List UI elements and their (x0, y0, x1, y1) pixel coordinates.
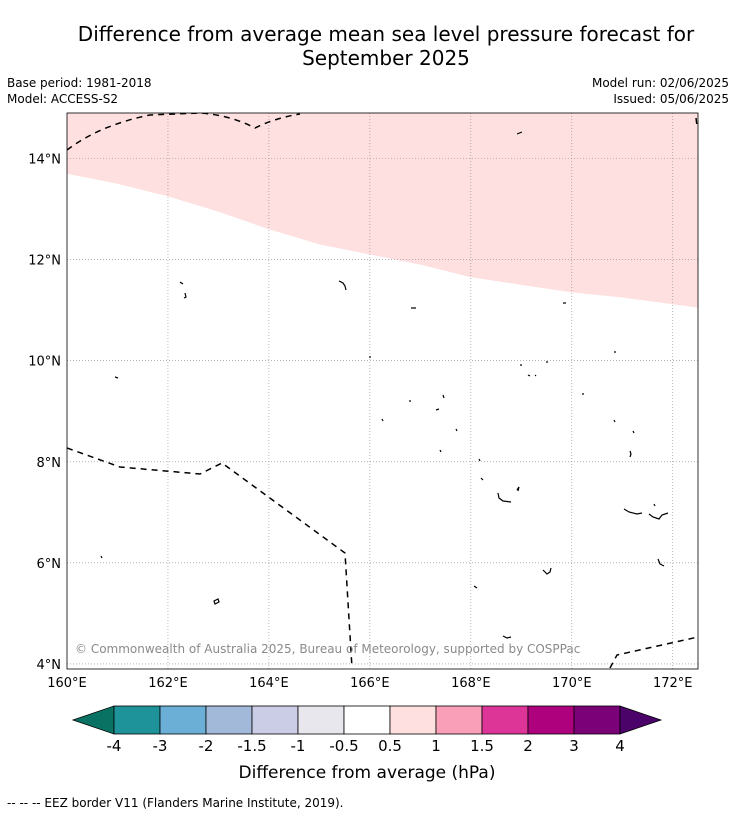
island (442, 394, 445, 399)
colorbar-segment (389, 705, 437, 735)
island (527, 374, 537, 377)
plot-frame (66, 112, 699, 670)
island (542, 567, 552, 575)
base-period: Base period: 1981-2018 (7, 76, 152, 90)
colorbar-label: -3 (153, 737, 168, 755)
island (480, 477, 484, 481)
lat-tick-label: 14°N (28, 152, 61, 167)
island (497, 492, 512, 503)
colorbar-label: -0.5 (329, 737, 358, 755)
lon-tick-label: 164°E (249, 676, 289, 691)
colorbar-segment (343, 705, 391, 735)
lat-tick-label: 6°N (37, 557, 62, 572)
colorbar-extend-low (71, 705, 115, 735)
islands (100, 131, 669, 639)
colorbar-label: -2 (199, 737, 214, 755)
island (381, 418, 384, 422)
island (473, 585, 478, 589)
colorbar-label: 0.5 (378, 737, 402, 755)
model-name: Model: ACCESS-S2 (7, 92, 119, 106)
colorbar-label: -4 (107, 737, 122, 755)
colorbar-label: -1.5 (237, 737, 266, 755)
lat-tick-label: 4°N (37, 658, 62, 673)
lon-tick-label: 162°E (148, 676, 188, 691)
axis-tick-labels: 160°E 162°E 164°E 166°E 168°E 170°E 172°E 4°N 6°… (28, 152, 692, 691)
colorbar-segment (113, 705, 161, 735)
island (516, 486, 520, 492)
island (100, 555, 103, 559)
island (632, 430, 635, 434)
lon-tick-label: 170°E (552, 676, 592, 691)
colorbar-label: 3 (569, 737, 579, 755)
copyright-notice: © Commonwealth of Australia 2025, Bureau… (75, 642, 580, 656)
colorbar-segment (251, 705, 299, 735)
colorbar-segment (205, 705, 253, 735)
lat-tick-label: 12°N (28, 254, 61, 269)
colorbar-label: 2 (523, 737, 533, 755)
colorbar: -4 -3 -2 -1.5 -1 -0.5 0.5 1 1.5 2 3 4 (71, 705, 663, 755)
issued-date: Issued: 05/06/2025 (613, 92, 729, 106)
colorbar-segment (481, 705, 529, 735)
colorbar-label: 1 (431, 737, 441, 755)
eez-legend-note: -- -- -- EEZ border V11 (Flanders Marine… (7, 796, 344, 810)
chart-title: Difference from average mean sea level p… (40, 22, 732, 70)
island (338, 280, 347, 291)
lat-tick-label: 10°N (28, 355, 61, 370)
island (623, 508, 643, 515)
title-line-1: Difference from average mean sea level p… (77, 22, 695, 46)
island (502, 635, 512, 639)
lon-tick-label: 172°E (653, 676, 693, 691)
colorbar-label: 1.5 (470, 737, 494, 755)
colorbar-label: 4 (615, 737, 625, 755)
colorbar-segment (527, 705, 575, 735)
island (439, 449, 442, 453)
meta-right: Model run: 02/06/2025 Issued: 05/06/2025 (592, 75, 729, 107)
island (657, 558, 665, 567)
eez-border-north (67, 113, 301, 151)
colorbar-segment (435, 705, 483, 735)
colorbar-segment (573, 705, 621, 735)
model-run: Model run: 02/06/2025 (591, 76, 729, 90)
eez-border-ne-corner (695, 117, 698, 127)
gridlines (67, 113, 698, 669)
title-line-2: September 2025 (302, 46, 470, 70)
island (455, 428, 458, 432)
lon-tick-label: 168°E (451, 676, 491, 691)
lon-tick-label: 160°E (47, 676, 87, 691)
island (478, 458, 481, 462)
island (648, 512, 669, 520)
meta-left: Base period: 1981-2018 Model: ACCESS-S2 (7, 75, 152, 107)
colorbar-label: -1 (291, 737, 306, 755)
island (435, 408, 440, 411)
eez-borders (67, 113, 698, 669)
eez-border-southwest (67, 447, 353, 669)
island (613, 419, 616, 423)
island (183, 292, 187, 299)
colorbar-extend-high (619, 705, 663, 735)
island (629, 450, 632, 458)
island (516, 131, 523, 135)
colorbar-segment (297, 705, 345, 735)
colorbar-segment (159, 705, 207, 735)
map-canvas: 160°E 162°E 164°E 166°E 168°E 170°E 172°E 4°N 6°… (28, 112, 699, 783)
island (179, 281, 184, 285)
lon-tick-label: 166°E (350, 676, 390, 691)
colorbar-title: Difference from average (hPa) (239, 763, 496, 783)
island (213, 598, 220, 605)
island (653, 503, 656, 507)
lat-tick-label: 8°N (37, 456, 62, 471)
eez-border-southeast (609, 636, 698, 669)
anomaly-region-positive (67, 113, 698, 308)
island (114, 376, 119, 379)
